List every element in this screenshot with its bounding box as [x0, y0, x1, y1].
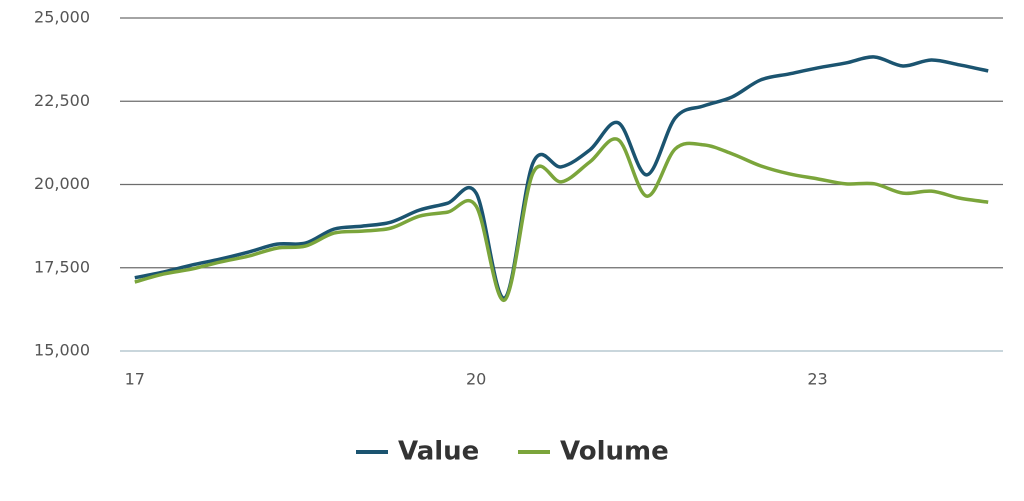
- y-tick-label: 20,000: [34, 174, 90, 193]
- x-tick-label: 20: [466, 370, 486, 389]
- x-tick-label: 23: [807, 370, 827, 389]
- line-series: [134, 55, 989, 300]
- y-tick-label: 15,000: [34, 341, 90, 360]
- legend-label: Value: [398, 437, 479, 467]
- legend-label: Volume: [560, 437, 669, 467]
- x-tick-label: 17: [125, 370, 145, 389]
- y-tick-label: 25,000: [34, 8, 90, 27]
- y-tick-label: 22,500: [34, 91, 90, 110]
- y-tick-label: 17,500: [34, 257, 90, 276]
- line-series: [134, 137, 989, 302]
